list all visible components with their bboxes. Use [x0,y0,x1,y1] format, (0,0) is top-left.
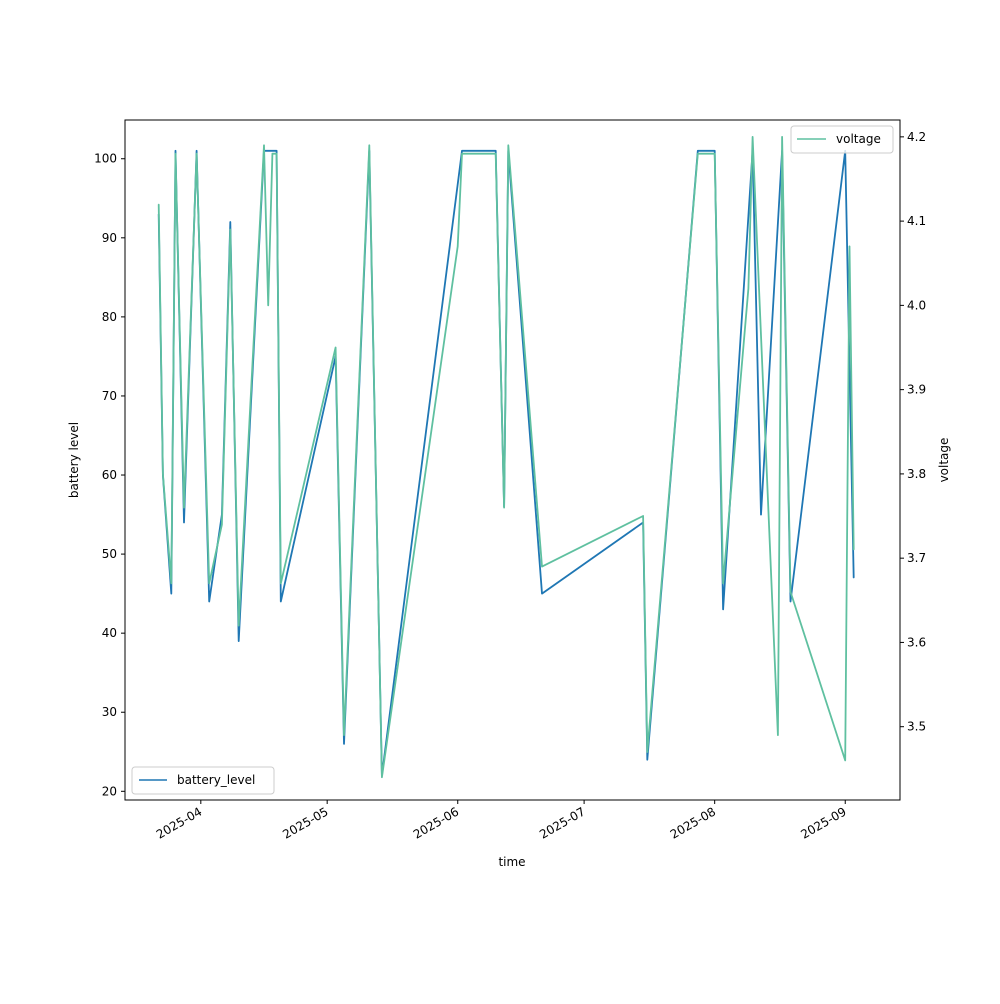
x-tick-label: 2025-09 [798,804,848,841]
series-line-voltage [157,136,855,779]
y2-tick-label: 4.1 [907,214,926,228]
data-point-battery_level-2 [170,593,172,595]
data-point-battery_level-14 [343,743,345,745]
x-tick-label: 2025-08 [668,804,718,841]
data-point-voltage-3 [174,153,177,155]
y2-tick-label: 4.0 [907,298,926,312]
data-point-voltage-33 [777,734,779,736]
data-point-voltage-21 [482,153,484,155]
data-point-battery_level-6 [208,600,210,603]
data-point-voltage-25 [541,566,543,568]
data-point-voltage-22 [495,153,497,155]
data-point-voltage-31 [747,287,750,290]
data-point-battery_level-32 [853,577,855,579]
y2-tick-label: 3.5 [907,720,926,734]
y-tick-label: 60 [102,468,117,482]
legend-battery: battery_level [131,766,275,795]
y-tick-label: 70 [102,389,117,403]
data-point-battery_level-17 [461,150,463,152]
data-point-voltage-14 [280,582,282,585]
data-point-voltage-15 [335,346,337,349]
y-tick-label: 100 [94,152,117,166]
data-point-voltage-20 [461,153,463,155]
data-point-voltage-16 [343,734,345,736]
data-point-battery_level-12 [280,600,282,603]
y-tick-label: 30 [102,705,117,719]
y-tick-label: 80 [102,310,117,324]
data-point-voltage-37 [848,245,851,247]
legend-voltage: voltage [790,125,894,154]
series-layer [157,136,855,779]
legend-voltage-frame [790,125,894,154]
data-point-voltage-17 [368,144,370,146]
data-point-voltage-1 [162,473,164,475]
data-point-battery_level-8 [229,221,231,223]
data-point-voltage-34 [781,136,783,138]
data-point-voltage-32 [752,136,754,138]
legend-battery-frame [131,766,275,795]
data-point-battery_level-26 [722,608,724,611]
data-point-battery_level-5 [196,150,198,152]
data-point-battery_level-25 [714,150,716,152]
data-point-battery_level-11 [276,150,278,152]
data-point-voltage-0 [158,203,160,205]
data-point-voltage-19 [457,245,459,247]
data-point-voltage-18 [381,776,383,778]
data-point-voltage-30 [722,582,724,585]
y2-tick-label: 3.6 [907,635,926,649]
y-tick-label: 40 [102,626,117,640]
data-point-voltage-11 [267,304,269,306]
data-point-voltage-7 [221,523,223,526]
y2-tick-label: 3.7 [907,551,926,565]
data-point-voltage-2 [170,582,172,585]
data-point-voltage-27 [646,751,648,753]
data-point-battery_level-21 [541,593,543,595]
y2-axis-label: voltage [937,438,951,483]
data-point-voltage-5 [196,153,198,155]
y-tick-label: 90 [102,231,117,245]
data-point-battery_level-18 [495,150,497,152]
data-point-voltage-38 [853,549,855,551]
data-point-voltage-24 [507,144,509,146]
legend-voltage-label: voltage [836,132,881,146]
data-point-battery_level-4 [183,521,185,524]
y2-tick-label: 3.9 [907,383,926,397]
data-point-voltage-4 [183,507,185,509]
y2-tick-label: 3.8 [907,467,926,481]
y2-tick-label: 4.2 [907,130,926,144]
data-point-voltage-8 [229,228,231,231]
y-axis-label: battery level [67,422,81,498]
data-point-voltage-6 [208,582,210,585]
data-point-battery_level-9 [238,640,240,642]
x-tick-label: 2025-06 [411,804,461,841]
data-point-battery_level-30 [789,600,792,603]
x-axis-ticks: 2025-04 2025-05 2025-06 2025-07 2025-08 2025-… [154,800,849,842]
x-axis-label: time [498,855,525,869]
data-point-voltage-28 [697,153,699,155]
data-point-voltage-13 [276,153,278,155]
x-tick-label: 2025-07 [537,804,587,841]
y-tick-label: 20 [102,784,117,798]
data-point-battery_level-28 [760,514,762,516]
y-axis-ticks: 20 30 40 50 60 70 80 90 100 [94,152,125,798]
data-point-voltage-23 [503,507,505,509]
data-point-voltage-26 [642,515,644,517]
plot-frame [124,119,901,801]
y-tick-label: 50 [102,547,117,561]
x-tick-label: 2025-04 [154,804,204,841]
y2-axis-ticks: 3.5 3.6 3.7 3.8 3.9 4.0 4.1 4.2 [900,130,926,734]
data-point-voltage-10 [263,144,265,146]
x-tick-label: 2025-05 [280,804,330,841]
data-point-voltage-36 [844,759,846,762]
data-point-voltage-29 [714,153,716,155]
data-point-voltage-12 [271,153,273,155]
data-point-battery_level-24 [697,150,699,152]
data-point-battery_level-3 [174,150,177,152]
data-point-voltage-9 [238,625,240,627]
data-point-battery_level-23 [646,759,648,761]
legend-battery-label: battery_level [177,773,255,787]
data-point-voltage-35 [789,591,792,593]
